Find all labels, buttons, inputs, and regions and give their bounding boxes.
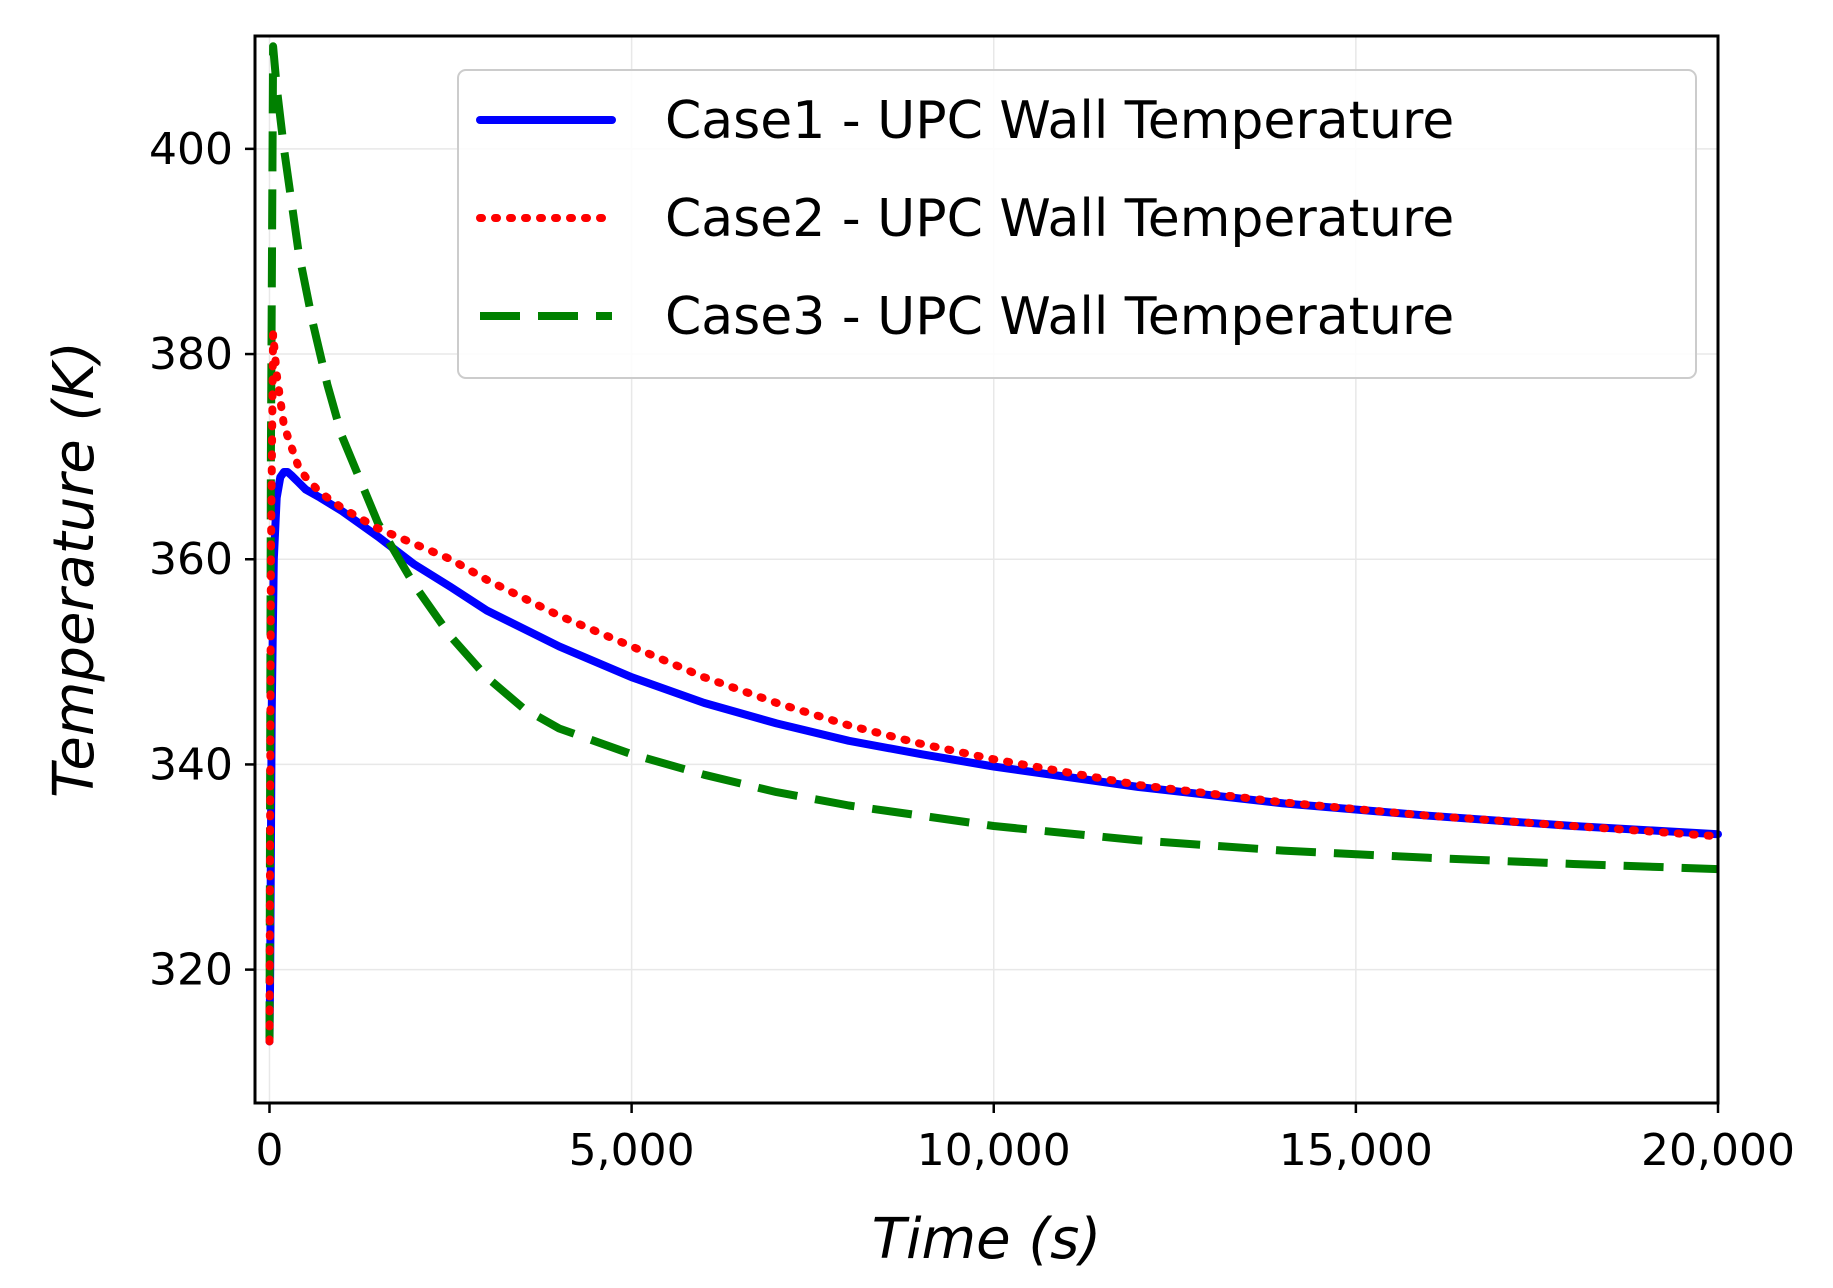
series-line-case2: [265, 329, 1722, 1046]
x-tick-label: 5,000: [569, 1125, 695, 1176]
legend-label-case3: Case3 - UPC Wall Temperature: [665, 287, 1454, 347]
y-axis-title: Temperature (K): [42, 341, 107, 798]
x-tick-label: 10,000: [917, 1125, 1071, 1176]
y-tick-label: 360: [149, 534, 233, 585]
series-line-case1: [265, 468, 1722, 1046]
x-tick-label: 20,000: [1641, 1125, 1795, 1176]
x-tick-label: 15,000: [1279, 1125, 1433, 1176]
legend-label-case2: Case2 - UPC Wall Temperature: [665, 189, 1454, 249]
x-axis-title: Time (s): [872, 1207, 1101, 1272]
y-tick-label: 380: [149, 329, 233, 380]
series-lines: [265, 42, 1722, 1046]
legend: Case1 - UPC Wall Temperature Case2 - UPC…: [457, 69, 1697, 379]
y-tick-label: 320: [149, 945, 233, 996]
y-tick-label: 400: [149, 124, 233, 175]
legend-box: [457, 69, 1697, 379]
legend-label-case1: Case1 - UPC Wall Temperature: [665, 91, 1454, 151]
series-line-case3: [265, 42, 1719, 1042]
plot-frame: [253, 34, 1720, 1105]
axis-ticks: 0 5,000 10,000 15,000 20,000 320 340 360 380 400: [149, 124, 1795, 1176]
x-tick-label: 0: [255, 1125, 283, 1176]
y-tick-label: 340: [149, 739, 233, 790]
